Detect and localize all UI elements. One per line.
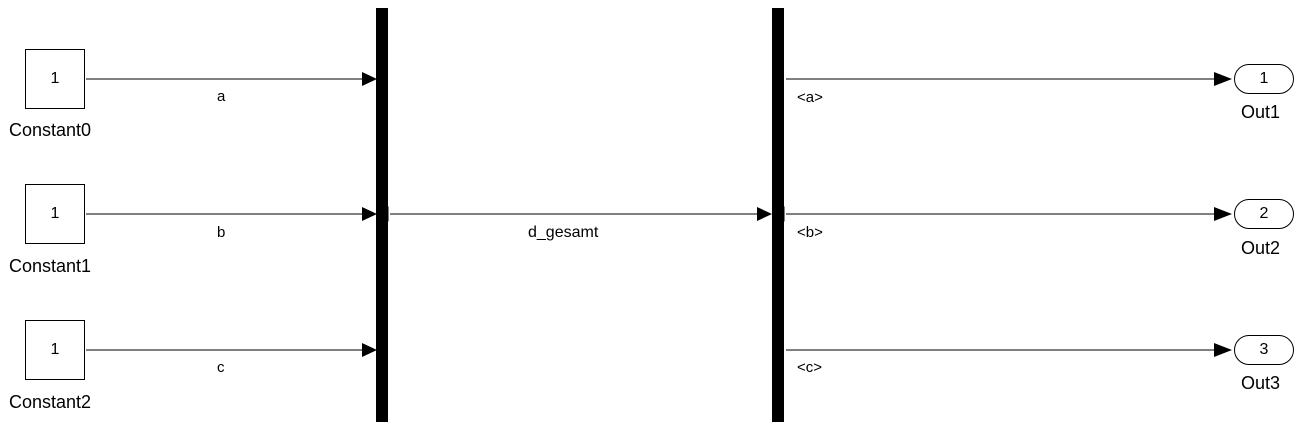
selector-output-label-c: <c> [797,359,823,376]
constant-name-1: Constant1 [9,256,92,276]
signal-label-c[interactable]: c [217,359,225,376]
outport-block-3[interactable]: 3 [1234,335,1294,365]
outport-block-1[interactable]: 1 [1234,64,1294,94]
bus-creator-block[interactable] [376,8,388,422]
out-arrowhead-2 [1214,207,1232,221]
outport-name-1: Out1 [1241,102,1281,122]
out-arrowhead-1 [1214,72,1232,86]
outport-name-2: Out2 [1241,238,1281,258]
arrowhead-b [362,207,377,221]
constant-block-2[interactable]: 1 [25,320,85,380]
outport-block-2[interactable]: 2 [1234,199,1294,229]
signal-label-a[interactable]: a [217,88,226,105]
constant-name-2: Constant2 [9,392,92,412]
outport-name-3: Out3 [1241,373,1281,393]
bus-arrowhead [757,207,772,221]
signal-label-b[interactable]: b [217,224,226,241]
bus-signal-label[interactable]: d_gesamt [528,224,599,241]
selector-output-label-a: <a> [797,89,823,106]
constant-block-1[interactable]: 1 [25,184,85,244]
arrowhead-a [362,72,377,86]
bus-selector-block[interactable] [772,8,784,422]
constant-name-0: Constant0 [9,120,92,140]
constant-block-0[interactable]: 1 [25,49,85,109]
out-arrowhead-3 [1214,343,1232,357]
selector-output-label-b: <b> [797,224,823,241]
arrowhead-c [362,343,377,357]
